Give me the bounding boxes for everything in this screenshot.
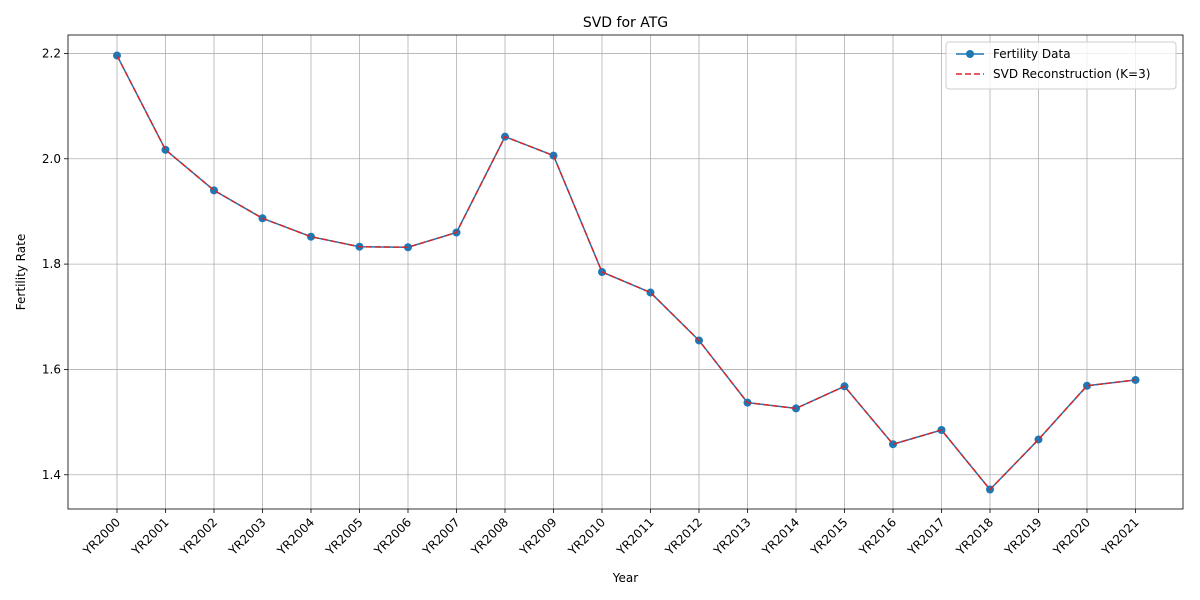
x-axis-label: Year	[612, 571, 638, 585]
series-line-1	[116, 55, 1136, 491]
grid	[68, 35, 1183, 509]
legend-marker	[966, 50, 974, 58]
y-axis-ticks: 1.4 1.6 1.8 2.0 2.2	[42, 46, 68, 482]
legend-label: Fertility Data	[993, 47, 1071, 61]
plot-frame	[67, 34, 1184, 510]
y-tick-label: 1.8	[42, 257, 61, 271]
y-tick-label: 2.2	[42, 46, 61, 60]
y-tick-label: 2.0	[42, 152, 61, 166]
y-tick-label: 1.6	[42, 362, 61, 376]
y-tick-label: 1.4	[42, 468, 61, 482]
chart-title: SVD for ATG	[583, 15, 668, 31]
legend-box	[945, 41, 1177, 90]
legend-label: SVD Reconstruction (K=3)	[993, 67, 1150, 81]
series-layer	[113, 51, 1140, 494]
y-axis-label: Fertility Rate	[14, 234, 28, 310]
legend: Fertility Data SVD Reconstruction (K=3)	[945, 41, 1177, 90]
data-point	[307, 232, 315, 241]
data-point	[404, 243, 412, 252]
